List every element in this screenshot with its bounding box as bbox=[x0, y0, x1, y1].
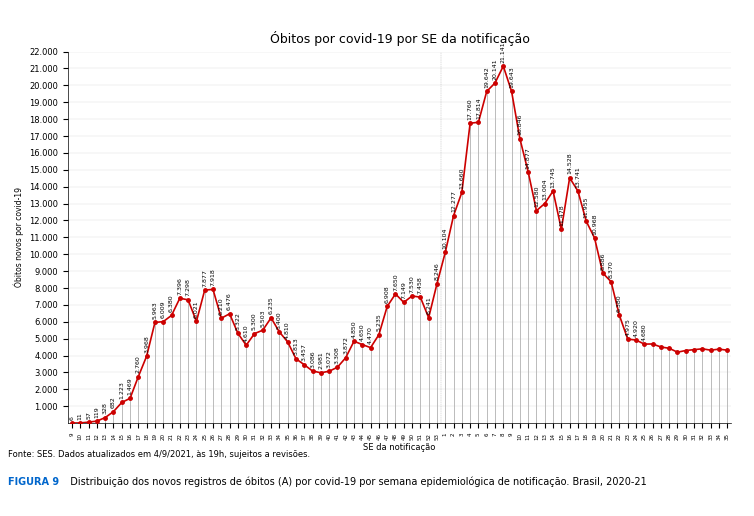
Text: 328: 328 bbox=[103, 402, 108, 414]
Text: 4.470: 4.470 bbox=[368, 327, 373, 344]
Text: 14.528: 14.528 bbox=[567, 153, 572, 174]
Text: 11.478: 11.478 bbox=[559, 204, 564, 226]
Text: 5.235: 5.235 bbox=[376, 314, 382, 331]
Text: 7.877: 7.877 bbox=[202, 269, 207, 287]
Text: 3.457: 3.457 bbox=[302, 344, 307, 361]
Text: 4.810: 4.810 bbox=[285, 321, 290, 338]
Text: 10.104: 10.104 bbox=[443, 228, 448, 249]
Text: 3.813: 3.813 bbox=[293, 337, 299, 356]
Text: 17.760: 17.760 bbox=[467, 98, 473, 120]
Text: 8.886: 8.886 bbox=[600, 252, 605, 270]
Text: 4.610: 4.610 bbox=[244, 324, 249, 342]
Text: 3.086: 3.086 bbox=[310, 350, 315, 367]
Text: 2.760: 2.760 bbox=[136, 356, 141, 373]
Text: 6.380: 6.380 bbox=[617, 294, 622, 312]
Text: 2.981: 2.981 bbox=[318, 351, 323, 369]
Text: 13.004: 13.004 bbox=[542, 179, 547, 200]
Text: 4.975: 4.975 bbox=[625, 318, 630, 336]
Text: 5.300: 5.300 bbox=[252, 313, 257, 330]
Text: 20.141: 20.141 bbox=[492, 58, 498, 79]
Text: 19.643: 19.643 bbox=[509, 66, 514, 88]
Text: 7.298: 7.298 bbox=[185, 279, 191, 297]
Text: FIGURA 9: FIGURA 9 bbox=[8, 477, 59, 487]
Text: 5.400: 5.400 bbox=[277, 311, 282, 329]
Text: 12.580: 12.580 bbox=[534, 186, 539, 207]
Text: 4.850: 4.850 bbox=[351, 320, 357, 338]
Text: 7.458: 7.458 bbox=[418, 276, 423, 294]
Text: 6.908: 6.908 bbox=[385, 285, 390, 303]
Text: 1.223: 1.223 bbox=[119, 381, 124, 399]
Text: 10.968: 10.968 bbox=[592, 213, 597, 235]
Text: Fonte: SES. Dados atualizados em 4/9/2021, às 19h, sujeitos a revisões.: Fonte: SES. Dados atualizados em 4/9/202… bbox=[8, 449, 310, 459]
Text: 16.846: 16.846 bbox=[517, 114, 523, 135]
Text: 3.072: 3.072 bbox=[326, 350, 332, 368]
Text: 17.814: 17.814 bbox=[476, 98, 481, 119]
Text: 4.920: 4.920 bbox=[633, 319, 639, 336]
Title: Óbitos por covid-19 por SE da notificação: Óbitos por covid-19 por SE da notificaçã… bbox=[270, 31, 529, 46]
Text: 7.396: 7.396 bbox=[177, 277, 182, 295]
X-axis label: SE da notificação: SE da notificação bbox=[363, 443, 436, 452]
Text: 4.650: 4.650 bbox=[360, 324, 365, 341]
Text: 4.680: 4.680 bbox=[642, 323, 647, 341]
Text: 7.650: 7.650 bbox=[393, 273, 398, 291]
Text: 5.322: 5.322 bbox=[235, 312, 241, 330]
Text: 13.660: 13.660 bbox=[459, 168, 464, 189]
Text: 14.877: 14.877 bbox=[526, 147, 531, 169]
Text: 119: 119 bbox=[94, 406, 100, 418]
Text: 6.009: 6.009 bbox=[161, 301, 166, 318]
Text: 57: 57 bbox=[86, 411, 91, 419]
Text: 8.370: 8.370 bbox=[608, 261, 614, 279]
Text: 21.141: 21.141 bbox=[501, 41, 506, 63]
Text: 5.963: 5.963 bbox=[152, 301, 158, 319]
Text: 6.021: 6.021 bbox=[194, 300, 199, 318]
Text: 7.149: 7.149 bbox=[401, 281, 406, 299]
Text: 11.955: 11.955 bbox=[584, 197, 589, 218]
Text: 19.642: 19.642 bbox=[484, 66, 489, 88]
Text: 7.530: 7.530 bbox=[409, 275, 415, 293]
Text: 682: 682 bbox=[111, 396, 116, 408]
Text: 6.476: 6.476 bbox=[227, 293, 232, 311]
Text: 3.872: 3.872 bbox=[343, 336, 348, 354]
Text: 3.308: 3.308 bbox=[335, 346, 340, 364]
Text: 6: 6 bbox=[69, 416, 75, 420]
Text: 13.741: 13.741 bbox=[575, 166, 581, 188]
Text: 6.235: 6.235 bbox=[268, 297, 274, 314]
Text: 11: 11 bbox=[78, 412, 83, 420]
Text: 6.210: 6.210 bbox=[219, 297, 224, 315]
Text: 12.277: 12.277 bbox=[451, 190, 456, 213]
Text: Distribuição dos novos registros de óbitos (A) por covid-19 por semana epidemiol: Distribuição dos novos registros de óbit… bbox=[64, 477, 647, 487]
Text: 13.745: 13.745 bbox=[550, 166, 556, 188]
Text: 8.246: 8.246 bbox=[434, 263, 440, 281]
Text: 6.241: 6.241 bbox=[426, 297, 431, 314]
Text: 1.469: 1.469 bbox=[127, 377, 133, 395]
Text: 3.968: 3.968 bbox=[144, 335, 149, 353]
Text: 5.503: 5.503 bbox=[260, 309, 265, 327]
Text: 6.380: 6.380 bbox=[169, 294, 174, 312]
Text: 7.918: 7.918 bbox=[210, 268, 216, 286]
Y-axis label: Óbitos novos por covid-19: Óbitos novos por covid-19 bbox=[13, 187, 23, 287]
